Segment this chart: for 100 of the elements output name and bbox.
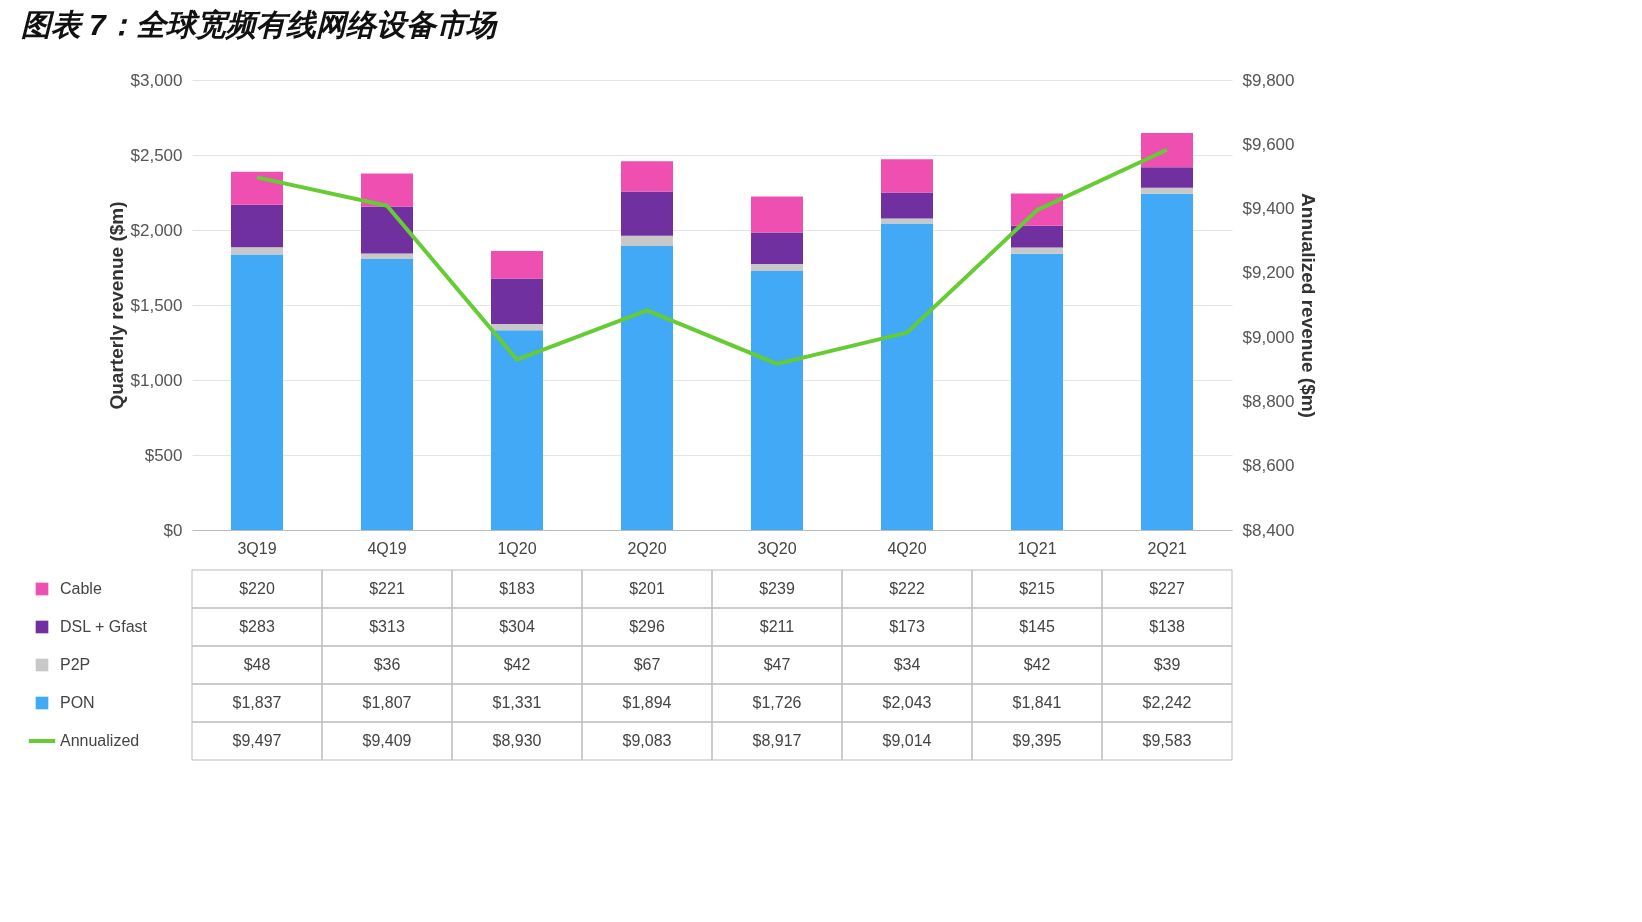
bar — [1011, 253, 1063, 530]
x-tick-label: 1Q20 — [497, 539, 537, 557]
bar — [1141, 187, 1193, 194]
bar — [231, 171, 283, 205]
data-label: $9,083 — [622, 732, 672, 749]
data-label: $48 — [243, 656, 271, 673]
bar — [1011, 225, 1063, 248]
data-label: $201 — [629, 580, 665, 597]
bar — [361, 206, 413, 254]
y-tick-label: $1,000 — [130, 370, 183, 390]
y2-tick-label: $9,600 — [1242, 134, 1295, 154]
bar — [1141, 133, 1193, 168]
data-label: $42 — [1023, 656, 1051, 673]
x-tick-label: 3Q19 — [237, 539, 277, 557]
bar — [491, 251, 543, 279]
bar — [881, 192, 933, 219]
x-tick-label: 1Q21 — [1017, 539, 1057, 557]
data-label: $9,409 — [362, 732, 412, 749]
data-label: $1,837 — [232, 694, 282, 711]
data-label: $138 — [1149, 618, 1185, 635]
y2-tick-label: $9,200 — [1242, 263, 1295, 283]
bar — [491, 278, 543, 325]
data-label: $239 — [759, 580, 795, 597]
x-tick-label: 2Q20 — [627, 539, 667, 557]
bar — [491, 330, 543, 530]
y2-tick-label: $8,600 — [1242, 456, 1295, 476]
bar — [1011, 247, 1063, 254]
bar — [621, 235, 673, 246]
bar — [751, 232, 803, 265]
data-label: $313 — [369, 618, 405, 635]
bar — [361, 258, 413, 530]
y-tick-label: $1,500 — [130, 295, 183, 315]
data-label: $1,894 — [622, 694, 672, 711]
y2-tick-label: $9,800 — [1242, 70, 1295, 90]
y-tick-label: $3,000 — [130, 70, 183, 90]
data-label: $220 — [239, 580, 275, 597]
chart-title: 图表 7：全球宽频有线网络设备市场 — [20, 8, 498, 41]
data-label: $8,930 — [492, 732, 542, 749]
x-tick-label: 4Q20 — [887, 539, 927, 557]
data-label: $34 — [893, 656, 921, 673]
data-label: $9,014 — [882, 732, 932, 749]
data-label: $42 — [503, 656, 531, 673]
data-label: $1,726 — [752, 694, 802, 711]
y2-tick-label: $8,400 — [1242, 520, 1295, 540]
data-label: $9,395 — [1012, 732, 1062, 749]
data-label: $183 — [499, 580, 535, 597]
y-tick-label: $500 — [144, 445, 183, 465]
bar — [1141, 167, 1193, 188]
x-tick-label: 2Q21 — [1147, 539, 1187, 557]
legend-label: Annualized — [60, 732, 140, 749]
legend-label: P2P — [60, 656, 91, 673]
bar — [751, 271, 803, 530]
data-label: $296 — [629, 618, 665, 635]
bar — [231, 204, 283, 248]
bar — [621, 191, 673, 236]
data-label: $1,807 — [362, 694, 412, 711]
legend-label: DSL + Gfast — [60, 618, 148, 635]
data-label: $9,497 — [232, 732, 282, 749]
data-label: $2,242 — [1142, 694, 1192, 711]
data-label: $215 — [1019, 580, 1055, 597]
data-label: $9,583 — [1142, 732, 1192, 749]
data-label: $304 — [499, 618, 535, 635]
x-tick-label: 4Q19 — [367, 539, 407, 557]
data-label: $1,841 — [1012, 694, 1062, 711]
data-label: $2,043 — [882, 694, 932, 711]
data-label: $1,331 — [492, 694, 542, 711]
data-label: $211 — [759, 618, 795, 635]
bar — [1141, 193, 1193, 530]
data-label: $47 — [763, 656, 791, 673]
bar — [881, 223, 933, 530]
data-label: $222 — [889, 580, 925, 597]
y2-tick-label: $9,400 — [1242, 199, 1295, 219]
y2-tick-label: $8,800 — [1242, 391, 1295, 411]
y-tick-label: $2,000 — [130, 220, 183, 240]
y2-axis-title: Annualized revenue ($m) — [1298, 193, 1320, 418]
data-label: $39 — [1153, 656, 1181, 673]
bar — [231, 247, 283, 255]
legend-label: Cable — [60, 580, 102, 597]
x-tick-label: 3Q20 — [757, 539, 797, 557]
legend-label: PON — [60, 694, 95, 711]
data-label: $221 — [369, 580, 405, 597]
y2-tick-label: $9,000 — [1242, 327, 1295, 347]
data-label: $67 — [633, 656, 661, 673]
bar — [361, 253, 413, 259]
data-label: $227 — [1149, 580, 1185, 597]
bar — [621, 245, 673, 530]
data-label: $283 — [239, 618, 275, 635]
bar — [881, 218, 933, 224]
bar — [231, 254, 283, 530]
bar — [751, 196, 803, 233]
data-label: $145 — [1019, 618, 1055, 635]
y-tick-label: $2,500 — [130, 145, 183, 165]
bar — [881, 159, 933, 193]
data-label: $173 — [889, 618, 925, 635]
y-axis-title: Quarterly revenue ($m) — [105, 201, 127, 410]
line-series — [255, 147, 1169, 366]
bar — [491, 324, 543, 331]
bar — [621, 161, 673, 192]
data-label: $36 — [373, 656, 401, 673]
bar — [751, 264, 803, 272]
